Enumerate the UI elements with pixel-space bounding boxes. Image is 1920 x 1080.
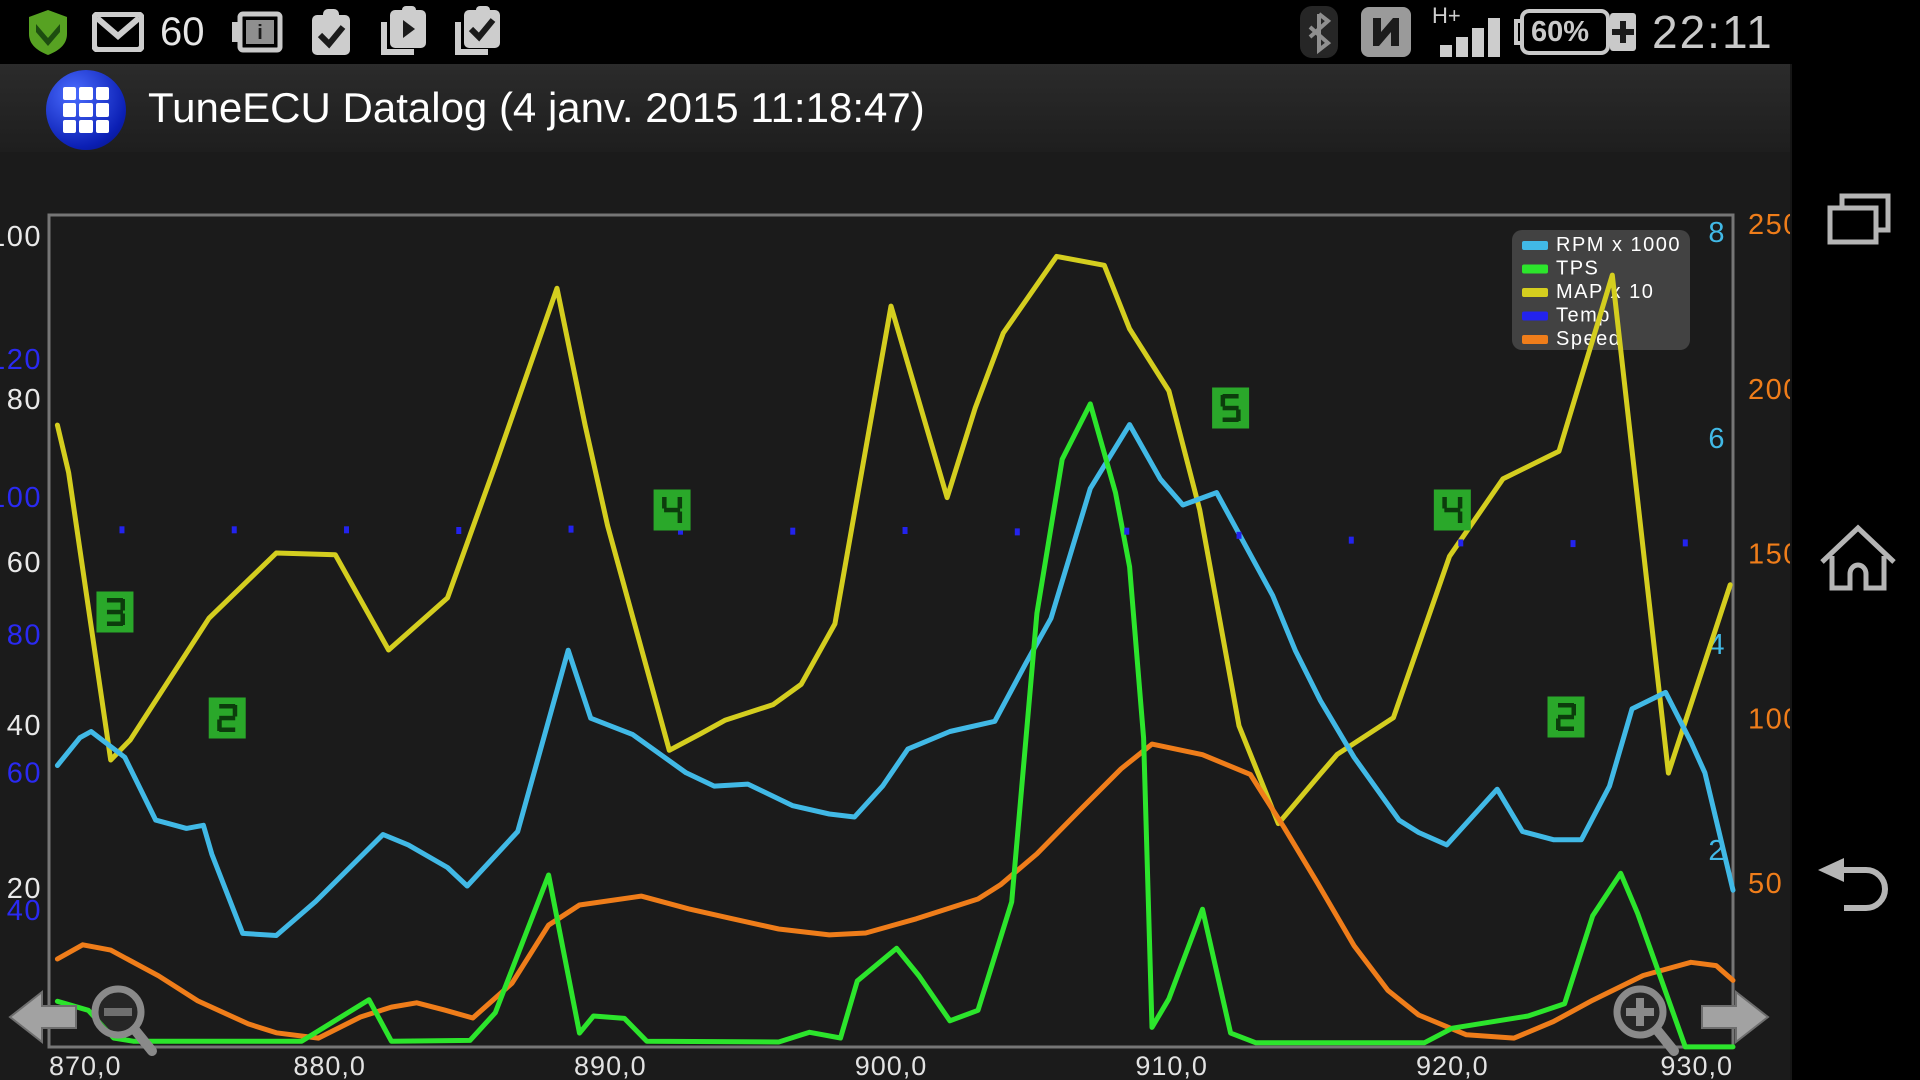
signal-bars-icon: H+ [1432, 0, 1512, 64]
legend-swatch [1522, 311, 1548, 321]
tick-label-speed: 50 [1748, 868, 1783, 900]
tick-label-tps_map: 20 [7, 873, 42, 905]
tick-label-speed: 100 [1748, 703, 1790, 735]
recents-button[interactable] [1827, 193, 1891, 245]
tick-label-speed: 200 [1748, 374, 1790, 406]
tick-label-x: 920,0 [1416, 1051, 1489, 1080]
media-clipboard-icon [378, 0, 428, 64]
info-notification-icon: i [232, 0, 284, 64]
status-bar: 60 i [0, 0, 1920, 64]
clock: 22:11 [1652, 6, 1774, 58]
tick-label-x: 890,0 [574, 1051, 647, 1080]
tick-label-speed: 250 [1748, 209, 1790, 241]
nfc-icon [1360, 0, 1412, 64]
gear-indicator [653, 489, 691, 531]
navigation-bar [1790, 64, 1920, 1080]
tick-label-x: 870,0 [49, 1051, 122, 1080]
task-check2-icon [452, 0, 502, 64]
tick-label-temp: 80 [7, 620, 42, 652]
zoom-out-button[interactable] [91, 985, 157, 1056]
tick-label-temp: 60 [7, 757, 42, 789]
axis-speed: 250 200 150 100 50 [1748, 209, 1799, 900]
task-check-icon [308, 0, 354, 64]
axis-temp: 120 100 80 60 40 [0, 344, 42, 927]
notification-count: 60 [160, 9, 205, 54]
legend-swatch [1522, 241, 1548, 250]
tick-label-rpm: 6 [1708, 423, 1726, 455]
series-speed [54, 741, 1736, 1041]
series-map-x-10 [54, 253, 1733, 827]
legend-label: MAP x 10 [1556, 281, 1654, 303]
tick-label-speed: 150 [1748, 539, 1790, 571]
gear-indicator [208, 697, 246, 739]
gmail-icon [92, 0, 144, 64]
tick-label-tps_map: 40 [7, 710, 42, 742]
gear-indicator [1212, 387, 1250, 429]
tick-label-rpm: 8 [1708, 217, 1726, 249]
series-temp-dots [119, 525, 1688, 548]
battery-percent: 60% [1530, 15, 1590, 48]
legend-label: Speed [1556, 328, 1621, 350]
axis-x: 870,0 880,0 890,0 900,0 910,0 920,0 930,0 [49, 1051, 1733, 1080]
app-icon [46, 70, 126, 150]
page-title: TuneECU Datalog (4 janv. 2015 11:18:47) [148, 84, 925, 131]
bluetooth-icon [1300, 0, 1338, 64]
pan-left-button[interactable] [8, 989, 77, 1045]
gear-indicator [1547, 696, 1585, 738]
gear-indicator [1433, 489, 1471, 531]
back-button[interactable] [1818, 858, 1888, 911]
axis-tps_map: 100 80 60 40 20 [0, 221, 42, 905]
tick-label-x: 910,0 [1135, 1051, 1208, 1080]
tick-label-temp: 100 [0, 482, 42, 514]
tick-label-temp: 40 [7, 895, 42, 927]
tick-label-x: 900,0 [855, 1051, 928, 1080]
home-button[interactable] [1820, 524, 1896, 591]
chart-area: 1008060402012010080604086422502001501005… [0, 152, 1799, 1080]
plot-border [47, 213, 1735, 1049]
pan-right-button[interactable] [1701, 989, 1770, 1045]
datalog-chart[interactable]: 1008060402012010080604086422502001501005… [0, 152, 1799, 1080]
tick-label-tps_map: 80 [7, 384, 42, 416]
legend-swatch [1522, 288, 1548, 297]
tick-label-x: 930,0 [1660, 1051, 1733, 1080]
svg-text:H+: H+ [1432, 5, 1461, 28]
legend-label: TPS [1556, 258, 1599, 280]
gear-indicator [96, 591, 134, 633]
tick-label-x: 880,0 [293, 1051, 366, 1080]
series-tps [54, 401, 1736, 1050]
tick-label-tps_map: 100 [0, 221, 42, 253]
series-rpm-x-1000 [54, 422, 1736, 938]
zoom-in-button[interactable] [1613, 985, 1679, 1056]
tick-label-tps_map: 60 [7, 547, 42, 579]
legend-swatch [1522, 264, 1548, 274]
legend-swatch [1522, 335, 1548, 344]
battery-icon [1512, 0, 1638, 64]
security-shield-icon [26, 0, 70, 64]
tick-label-temp: 120 [0, 344, 42, 376]
legend-label: RPM x 1000 [1556, 234, 1681, 256]
svg-text:i: i [257, 22, 263, 44]
title-bar: TuneECU Datalog (4 janv. 2015 11:18:47) [0, 64, 1790, 152]
